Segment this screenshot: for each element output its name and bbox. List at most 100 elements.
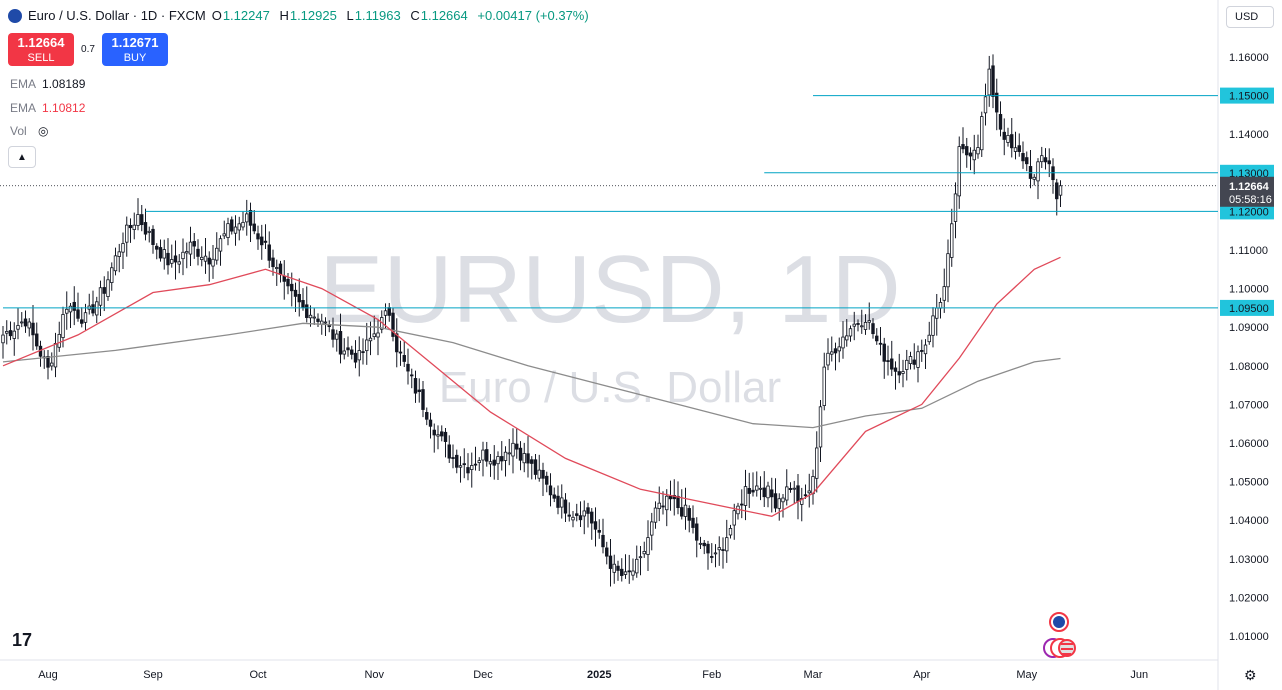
ema-fast-legend[interactable]: EMA 1.10812 (10, 101, 86, 115)
candle-body (893, 367, 898, 372)
candle-body (826, 352, 830, 366)
candle-body (620, 568, 624, 576)
volume-legend[interactable]: Vol ◎ (10, 124, 49, 138)
level-label: 1.15000 (1229, 91, 1269, 103)
candle-body (901, 371, 905, 374)
candle-body (80, 319, 84, 324)
candle-body (646, 537, 650, 555)
candle-body (1043, 157, 1048, 163)
last-price-label: 1.12664 (1229, 181, 1270, 193)
y-tick-label: 1.01000 (1229, 631, 1269, 643)
candle-body (5, 331, 9, 334)
x-tick-label: May (1016, 669, 1037, 681)
candle-body (158, 247, 163, 259)
candle-body (965, 146, 969, 156)
gear-icon[interactable]: ⚙ (1244, 667, 1257, 683)
candle-body (207, 257, 211, 265)
candle-body (132, 224, 136, 230)
candle-body (248, 210, 253, 226)
last-price-label-bg (1220, 176, 1274, 207)
candle-body (455, 454, 459, 468)
x-tick-label: Apr (913, 669, 930, 681)
candle-body (631, 570, 635, 576)
candle-body (627, 570, 631, 573)
candle-body (233, 226, 238, 234)
symbol-title[interactable]: Euro / U.S. Dollar · 1D · FXCM (28, 8, 206, 23)
candle-body (65, 308, 69, 314)
collapse-legend-button[interactable]: ▲ (8, 146, 36, 168)
candle-body (856, 323, 860, 325)
candle-body (515, 443, 519, 450)
sell-button[interactable]: 1.12664 SELL (8, 33, 74, 66)
tradingview-logo-icon[interactable]: 17 (12, 630, 33, 650)
candle-body (447, 444, 451, 459)
candle-body (953, 193, 958, 222)
candle-body (440, 431, 444, 437)
eye-hidden-icon[interactable]: ◎ (38, 124, 49, 138)
candle-body (267, 244, 271, 261)
candle-body (710, 556, 714, 558)
ema-slow-legend[interactable]: EMA 1.08189 (10, 77, 86, 91)
candle-body (695, 523, 699, 541)
candle-body (680, 507, 684, 517)
candle-body (556, 495, 560, 508)
countdown-label: 05:58:16 (1229, 194, 1272, 206)
candle-body (867, 320, 871, 323)
x-tick-label: Oct (249, 669, 266, 681)
candle-body (818, 406, 823, 448)
candle-body (758, 487, 763, 490)
candle-body (1, 334, 5, 344)
candle-body (477, 460, 481, 463)
watermark-symbol: EURUSD, 1D (319, 236, 900, 343)
candle-body (402, 355, 406, 362)
candle-body (608, 555, 613, 569)
candle-body (552, 494, 556, 499)
candle-body (316, 318, 320, 322)
candle-body (260, 236, 264, 246)
candle-body (365, 339, 369, 352)
candle-body (815, 447, 819, 479)
candle-body (687, 508, 691, 521)
candle-body (31, 322, 35, 336)
buy-button[interactable]: 1.12671 BUY (102, 33, 168, 66)
candle-body (972, 149, 976, 161)
candle-body (451, 457, 455, 459)
candle-body (533, 459, 538, 475)
candle-body (796, 485, 800, 502)
candle-body (1032, 176, 1036, 180)
candle-body (635, 558, 639, 574)
candle-body (425, 412, 429, 420)
candle-body (841, 336, 845, 349)
candle-body (20, 321, 24, 324)
candle-body (410, 374, 414, 377)
candle-body (522, 453, 526, 464)
x-tick-label: Sep (143, 669, 163, 681)
candle-body (125, 224, 129, 243)
candle-body (987, 68, 991, 96)
economic-events-icon[interactable] (1040, 612, 1082, 662)
candle-body (548, 485, 553, 496)
currency-selector[interactable]: USD (1226, 6, 1274, 28)
ohlc-readout: O1.12247 H1.12925 L1.11963 C1.12664 +0.0… (211, 8, 589, 23)
candle-body (642, 551, 646, 555)
candle-body (908, 356, 913, 365)
candle-body (263, 240, 268, 243)
candle-body (916, 351, 920, 368)
candle-body (995, 92, 999, 113)
candle-body (177, 261, 181, 265)
candle-body (282, 275, 286, 282)
candle-body (537, 469, 541, 479)
candle-body (256, 233, 260, 240)
candle-body (361, 351, 365, 354)
candle-body (278, 263, 283, 275)
y-tick-label: 1.10000 (1229, 284, 1269, 296)
candle-body (188, 241, 193, 255)
y-tick-label: 1.11000 (1229, 245, 1268, 257)
candle-body (1006, 135, 1010, 143)
candle-body (395, 333, 399, 353)
candle-body (938, 302, 943, 309)
euro-flag-icon (8, 8, 22, 23)
candle-body (230, 219, 234, 232)
y-tick-label: 1.03000 (1229, 554, 1269, 566)
